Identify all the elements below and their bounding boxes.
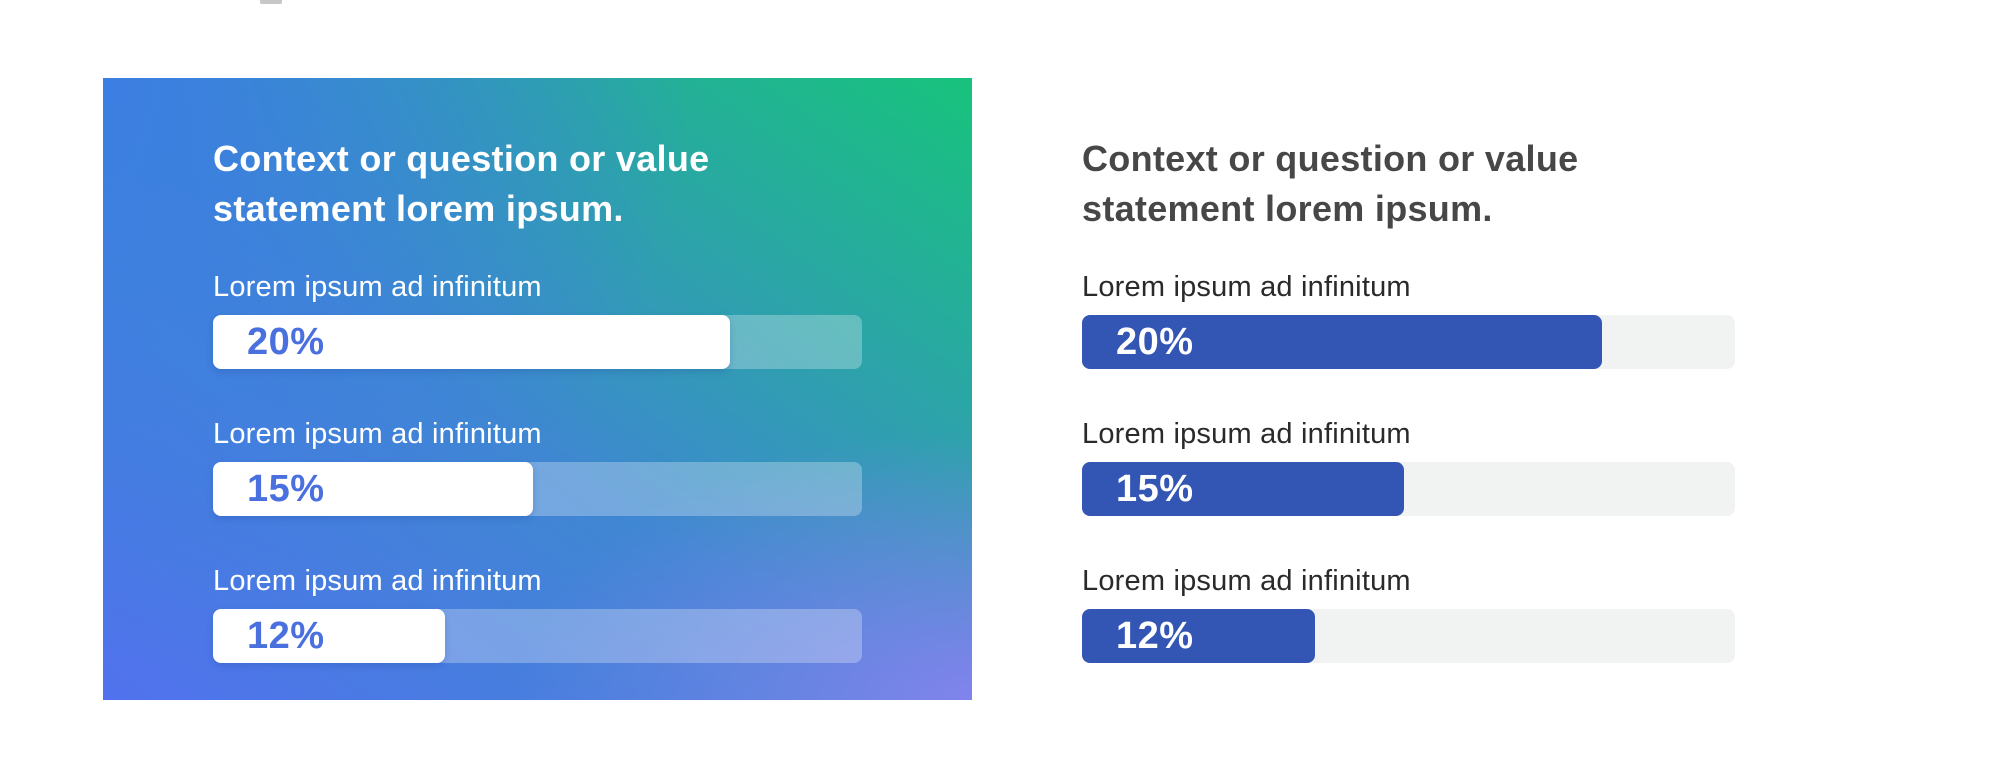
stat-row: Lorem ipsum ad infinitum 20% — [1082, 272, 1735, 369]
stat-row: Lorem ipsum ad infinitum 15% — [1082, 419, 1735, 516]
bar-label: Lorem ipsum ad infinitum — [213, 565, 542, 597]
cut-off-text-fragment — [260, 0, 282, 4]
bar-label: Lorem ipsum ad infinitum — [213, 418, 542, 450]
stat-row: Lorem ipsum ad infinitum 12% — [1082, 566, 1735, 663]
bar-track: 15% — [213, 462, 862, 516]
bar-value: 12% — [1116, 614, 1194, 657]
bar-track: 15% — [1082, 462, 1735, 516]
bar-label: Lorem ipsum ad infinitum — [213, 271, 542, 303]
bar-value: 15% — [247, 467, 325, 510]
panel-title: Context or question or value statement l… — [1082, 138, 1579, 229]
stat-row: Lorem ipsum ad infinitum 15% — [213, 419, 862, 516]
bar-fill: 12% — [213, 609, 445, 663]
bar-fill: 20% — [1082, 315, 1602, 369]
bar-track: 20% — [213, 315, 862, 369]
bar-fill: 15% — [1082, 462, 1404, 516]
bar-track: 20% — [1082, 315, 1735, 369]
bar-label: Lorem ipsum ad infinitum — [1082, 565, 1411, 597]
bar-track: 12% — [1082, 609, 1735, 663]
bar-fill: 20% — [213, 315, 730, 369]
panel-title: Context or question or value statement l… — [213, 138, 710, 229]
stat-row: Lorem ipsum ad infinitum 20% — [213, 272, 862, 369]
bar-track: 12% — [213, 609, 862, 663]
bar-value: 15% — [1116, 467, 1194, 510]
gradient-stat-panel: Context or question or value statement l… — [103, 78, 972, 700]
light-stat-panel: Context or question or value statement l… — [1082, 78, 1735, 700]
bar-fill: 12% — [1082, 609, 1316, 663]
bar-value: 20% — [1116, 320, 1194, 363]
stat-row: Lorem ipsum ad infinitum 12% — [213, 566, 862, 663]
bar-label: Lorem ipsum ad infinitum — [1082, 418, 1411, 450]
bar-value: 20% — [247, 320, 325, 363]
bar-label: Lorem ipsum ad infinitum — [1082, 271, 1411, 303]
bar-value: 12% — [247, 614, 325, 657]
bar-fill: 15% — [213, 462, 533, 516]
